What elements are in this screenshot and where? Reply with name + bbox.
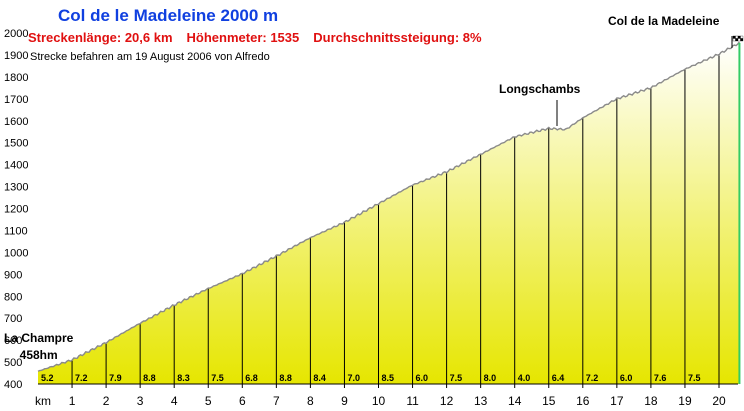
segment-gradient-label: 6.8 [245, 373, 258, 383]
route-length: Streckenlänge: 20,6 km [28, 30, 173, 45]
segment-gradient-label: 6.0 [416, 373, 429, 383]
x-tick-label: 6 [239, 394, 246, 408]
segment-gradient-label: 7.2 [586, 373, 599, 383]
segment-gradient-label: 7.5 [688, 373, 701, 383]
x-tick-label: 13 [474, 394, 488, 408]
segment-gradient-label: 7.5 [211, 373, 224, 383]
x-tick-label: 19 [678, 394, 692, 408]
x-tick-label: 18 [644, 394, 658, 408]
summit-flag-icon [731, 35, 744, 48]
route-stats: Streckenlänge: 20,6 km Höhenmeter: 1535 Du… [28, 30, 496, 45]
elevation-area [38, 41, 740, 385]
x-tick-label: 16 [576, 394, 590, 408]
segment-gradient-label: 7.2 [75, 373, 88, 383]
longschambs-label: Longschambs [499, 82, 581, 96]
x-tick-label: 3 [137, 394, 144, 408]
y-tick-label: 1900 [4, 50, 28, 62]
x-tick-label: 2 [103, 394, 110, 408]
x-tick-label: 5 [205, 394, 212, 408]
x-tick-label: 20 [712, 394, 726, 408]
flag-square [735, 35, 739, 39]
segment-gradient-label: 8.0 [484, 373, 497, 383]
x-tick-label: 1 [69, 394, 76, 408]
flag-square [737, 38, 741, 42]
x-tick-label: 10 [372, 394, 386, 408]
y-tick-label: 500 [4, 357, 22, 369]
elevation-profile-line [37, 41, 740, 372]
x-tick-label: 17 [610, 394, 624, 408]
flag-square [732, 38, 736, 42]
start-label: La Champre 458hm [4, 330, 73, 364]
segment-gradient-label: 8.4 [313, 373, 326, 383]
y-tick-label: 1200 [4, 204, 28, 216]
segment-gradient-label: 5.2 [41, 373, 54, 383]
flag-square [740, 35, 744, 39]
x-tick-label: 14 [508, 394, 522, 408]
ride-note: Strecke befahren am 19 August 2006 von A… [30, 51, 270, 63]
segment-gradient-label: 8.8 [279, 373, 292, 383]
y-tick-label: 1400 [4, 160, 28, 172]
chart-title: Col de le Madeleine 2000 m [58, 6, 279, 25]
x-tick-label: 9 [341, 394, 348, 408]
y-tick-label: 1800 [4, 72, 28, 84]
segment-gradient-label: 7.5 [450, 373, 463, 383]
segment-gradient-label: 8.8 [143, 373, 156, 383]
segment-gradient-label: 7.9 [109, 373, 122, 383]
x-tick-label: 12 [440, 394, 454, 408]
segment-gradient-label: 6.4 [552, 373, 565, 383]
x-tick-label: 11 [406, 394, 419, 408]
flag-square [735, 38, 739, 42]
x-tick-label: 7 [273, 394, 280, 408]
flag-square [737, 35, 741, 39]
average-gradient: Durchschnittssteigung: 8% [313, 30, 482, 45]
segment-gradient-label: 7.6 [654, 373, 667, 383]
flag-square [740, 38, 744, 42]
y-tick-label: 1700 [4, 94, 28, 106]
segment-gradient-label: 7.0 [347, 373, 360, 383]
y-tick-label: 1600 [4, 116, 28, 128]
y-tick-label: 1300 [4, 182, 28, 194]
x-axis-label: km [35, 394, 51, 408]
y-tick-label: 1000 [4, 247, 28, 259]
x-tick-label: 4 [171, 394, 178, 408]
segment-gradient-label: 8.5 [382, 373, 395, 383]
y-tick-label: 800 [4, 291, 22, 303]
segment-gradient-label: 6.0 [620, 373, 633, 383]
x-tick-label: 8 [307, 394, 314, 408]
elevation-gain: Höhenmeter: 1535 [186, 30, 300, 45]
y-tick-label: 900 [4, 269, 22, 281]
summit-label: Col de la Madeleine [608, 14, 720, 28]
y-tick-label: 1500 [4, 138, 28, 150]
x-tick-label: 15 [542, 394, 556, 408]
y-tick-label: 600 [4, 335, 22, 347]
segment-gradient-label: 8.3 [177, 373, 190, 383]
flag-square [732, 35, 736, 39]
y-tick-label: 2000 [4, 28, 28, 40]
y-tick-label: 400 [4, 379, 22, 391]
y-tick-label: 1100 [4, 225, 28, 237]
y-tick-label: 700 [4, 313, 22, 325]
start-name: La Champre [4, 331, 74, 345]
start-altitude: 458hm [19, 348, 58, 362]
segment-gradient-label: 4.0 [518, 373, 531, 383]
